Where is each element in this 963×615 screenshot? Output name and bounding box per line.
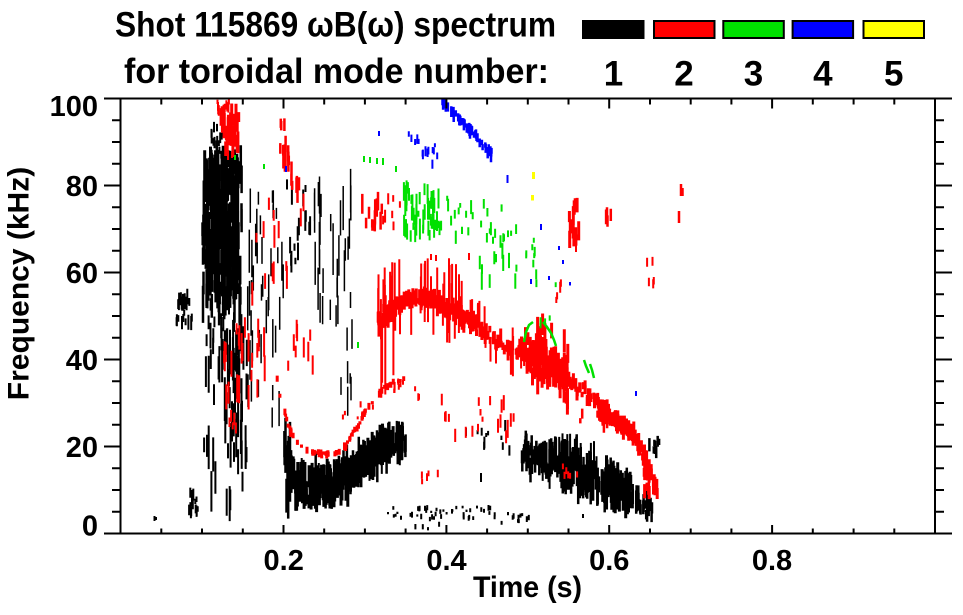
- svg-text:5: 5: [884, 55, 903, 94]
- svg-text:80: 80: [66, 171, 98, 203]
- svg-text:60: 60: [66, 258, 98, 290]
- svg-text:3: 3: [744, 55, 763, 94]
- svg-text:Frequency (kHz): Frequency (kHz): [3, 167, 36, 400]
- svg-text:0.6: 0.6: [589, 545, 629, 577]
- svg-text:40: 40: [66, 345, 98, 377]
- svg-text:0.8: 0.8: [752, 545, 792, 577]
- svg-text:20: 20: [66, 432, 98, 464]
- svg-text:2: 2: [674, 55, 693, 94]
- svg-text:1: 1: [604, 55, 623, 94]
- svg-text:Time (s): Time (s): [473, 571, 582, 604]
- svg-text:4: 4: [813, 55, 833, 94]
- svg-text:0.4: 0.4: [426, 545, 466, 577]
- svg-text:100: 100: [50, 91, 98, 123]
- svg-text:Shot 115869 ωB(ω) spectrum: Shot 115869 ωB(ω) spectrum: [115, 6, 556, 45]
- svg-text:for toroidal mode number:: for toroidal mode number:: [124, 52, 549, 91]
- svg-text:0.2: 0.2: [264, 545, 304, 577]
- svg-text:0: 0: [82, 511, 98, 543]
